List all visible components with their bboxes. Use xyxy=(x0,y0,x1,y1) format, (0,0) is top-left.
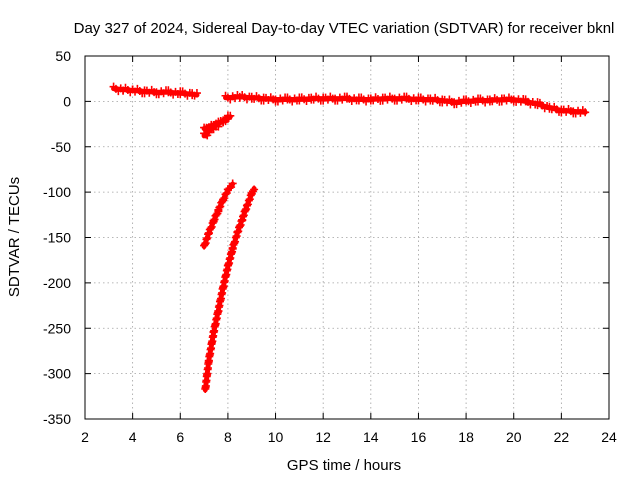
x-tick-label: 12 xyxy=(315,429,331,445)
y-tick-label: -150 xyxy=(43,230,71,246)
data-point xyxy=(248,187,257,196)
data-point xyxy=(220,194,229,203)
data-point xyxy=(245,195,254,204)
y-axis-title: SDTVAR / TECUs xyxy=(6,177,23,297)
y-tick-label: -250 xyxy=(43,320,71,336)
data-point xyxy=(192,89,201,98)
y-tick-label: 50 xyxy=(55,48,71,64)
data-point xyxy=(222,189,231,198)
data-point xyxy=(226,111,235,120)
series-main-trace xyxy=(109,82,201,100)
series-deep-arc xyxy=(201,185,259,393)
x-tick-label: 22 xyxy=(554,429,570,445)
x-tick-label: 14 xyxy=(363,429,379,445)
x-tick-label: 24 xyxy=(601,429,617,445)
data-point xyxy=(244,196,253,205)
data-point xyxy=(204,229,213,238)
data-point xyxy=(210,215,219,224)
data-point xyxy=(214,207,223,216)
tick-labels: 2 4 6 8 10 12 14 16 18 20 22 24500-50-100-150-200-2… xyxy=(43,48,617,445)
x-tick-label: 16 xyxy=(411,429,427,445)
data-point xyxy=(243,200,252,209)
data-point xyxy=(225,184,234,193)
y-tick-label: -50 xyxy=(51,139,71,155)
axis-ticks xyxy=(84,55,610,420)
series-middle-arc xyxy=(200,179,237,250)
data-point xyxy=(215,203,224,212)
y-tick-label: -300 xyxy=(43,366,71,382)
x-tick-label: 2 xyxy=(81,429,89,445)
y-tick-label: -350 xyxy=(43,411,71,427)
x-axis-title: GPS time / hours xyxy=(287,457,401,474)
y-tick-label: 0 xyxy=(63,93,71,109)
x-tick-label: 8 xyxy=(224,429,232,445)
data-point xyxy=(581,108,590,117)
x-tick-label: 18 xyxy=(458,429,474,445)
data-point xyxy=(207,222,216,231)
grid xyxy=(85,56,609,419)
data-point xyxy=(250,185,259,194)
y-tick-label: -100 xyxy=(43,184,71,200)
data-point xyxy=(228,179,237,188)
x-tick-label: 10 xyxy=(268,429,284,445)
chart-title: Day 327 of 2024, Sidereal Day-to-day VTE… xyxy=(74,20,615,37)
data-point xyxy=(242,201,251,210)
data-point xyxy=(216,202,225,211)
x-tick-label: 4 xyxy=(129,429,137,445)
data-point xyxy=(221,190,230,199)
data-point xyxy=(206,224,215,233)
series-upper-short-arc-2 xyxy=(200,111,235,132)
data-point xyxy=(227,183,236,192)
data-point xyxy=(209,216,218,225)
x-tick-label: 20 xyxy=(506,429,522,445)
x-tick-label: 6 xyxy=(176,429,184,445)
data-series xyxy=(109,82,590,393)
y-tick-label: -200 xyxy=(43,275,71,291)
series-main-trace-late xyxy=(221,90,590,118)
data-point xyxy=(219,195,228,204)
